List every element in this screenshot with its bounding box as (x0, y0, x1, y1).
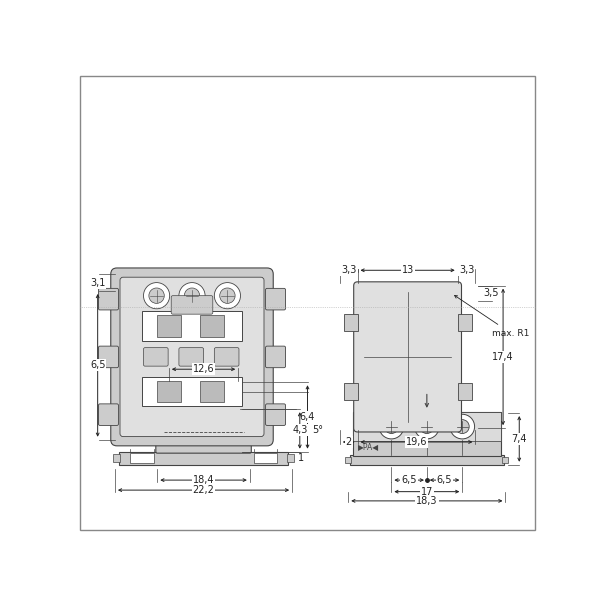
Bar (502, 457, 508, 463)
Bar (113, 454, 121, 463)
Text: 17: 17 (421, 487, 433, 497)
FancyBboxPatch shape (98, 346, 118, 368)
Bar (200, 381, 224, 403)
FancyBboxPatch shape (143, 347, 168, 366)
Circle shape (220, 288, 235, 304)
Text: 4,3: 4,3 (292, 425, 307, 436)
Text: 3,3: 3,3 (341, 265, 356, 275)
Bar (130, 453, 154, 463)
Circle shape (420, 419, 434, 434)
Circle shape (455, 419, 469, 434)
Circle shape (385, 419, 398, 434)
Text: 3,5: 3,5 (483, 289, 499, 298)
Text: 18,4: 18,4 (193, 475, 214, 485)
FancyBboxPatch shape (266, 346, 286, 368)
Circle shape (379, 414, 404, 439)
FancyBboxPatch shape (98, 404, 118, 425)
Text: 6,5: 6,5 (437, 475, 452, 485)
FancyBboxPatch shape (179, 347, 203, 366)
Text: 18,3: 18,3 (416, 496, 437, 506)
Polygon shape (167, 385, 240, 409)
Bar (350, 455, 504, 464)
Text: 6,5: 6,5 (401, 475, 417, 485)
FancyBboxPatch shape (111, 268, 273, 446)
Text: 17,4: 17,4 (492, 352, 514, 362)
Bar (157, 381, 181, 403)
FancyBboxPatch shape (353, 412, 501, 456)
FancyBboxPatch shape (171, 296, 213, 314)
Bar (142, 311, 242, 341)
Bar (458, 314, 472, 331)
Circle shape (184, 288, 200, 304)
Text: 19,6: 19,6 (406, 437, 427, 447)
Text: 6,4: 6,4 (300, 412, 315, 422)
Bar (345, 457, 352, 463)
Text: 6,5: 6,5 (90, 361, 106, 370)
FancyBboxPatch shape (266, 289, 286, 310)
FancyBboxPatch shape (353, 412, 501, 441)
Text: 5°: 5° (312, 425, 323, 436)
Text: 1: 1 (298, 453, 304, 463)
Bar (142, 377, 242, 406)
FancyBboxPatch shape (98, 289, 118, 310)
FancyBboxPatch shape (354, 282, 461, 432)
Bar (200, 316, 224, 337)
FancyBboxPatch shape (266, 404, 286, 425)
Text: 2: 2 (346, 437, 352, 447)
Text: 3,1: 3,1 (90, 278, 106, 287)
Text: ▶PA◀: ▶PA◀ (358, 442, 379, 451)
Bar (344, 383, 358, 400)
Text: 22,2: 22,2 (193, 485, 214, 495)
FancyBboxPatch shape (167, 381, 240, 388)
FancyBboxPatch shape (120, 277, 264, 437)
Bar (157, 316, 181, 337)
Text: 3,3: 3,3 (459, 265, 474, 275)
Circle shape (143, 283, 170, 309)
Circle shape (179, 283, 205, 309)
Circle shape (415, 414, 439, 439)
Bar (458, 383, 472, 400)
Bar (287, 454, 295, 463)
Circle shape (149, 288, 164, 304)
Bar (344, 314, 358, 331)
FancyBboxPatch shape (156, 408, 251, 453)
Circle shape (214, 283, 241, 309)
Text: 12,6: 12,6 (193, 364, 214, 374)
Text: 7,4: 7,4 (511, 434, 527, 444)
Circle shape (450, 414, 475, 439)
FancyBboxPatch shape (214, 347, 239, 366)
Text: 13: 13 (401, 265, 414, 275)
Bar (254, 453, 277, 463)
Text: max. R1: max. R1 (455, 295, 530, 338)
Bar (119, 452, 288, 464)
